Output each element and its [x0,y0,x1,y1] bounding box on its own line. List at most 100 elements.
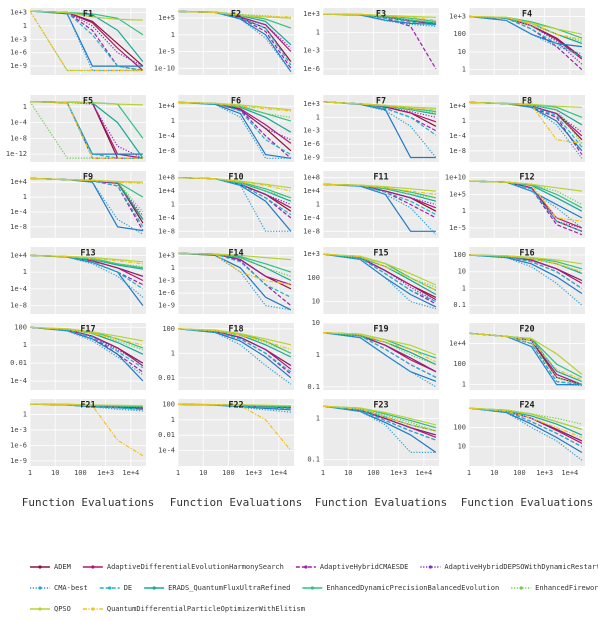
legend-item: DE [99,584,132,592]
legend-dot [38,565,42,569]
panel-title: F16 [519,249,534,259]
series-line [178,328,292,385]
y-tick-label: 1 [171,264,175,272]
series-line [323,253,437,291]
panel-title: F20 [519,325,534,335]
y-tick-label: 1e+3 [10,8,27,16]
y-tick-label: 1e+5 [158,14,175,22]
series-group [323,13,437,70]
series-group [30,403,144,457]
y-tick-label: 10 [458,268,466,276]
y-tick-label: 1e-4 [158,132,175,140]
x-tick-label: 1e+3 [536,469,553,477]
panel: 1e+8 1e+4 1 1e-4 1e-8 F11 [303,171,439,238]
series-line [178,328,292,351]
y-tick-label: 1e-4 [449,132,466,140]
series-line [323,183,436,195]
series-line [323,405,437,432]
series-line [30,254,144,277]
y-tick-label: 1e-4 [303,214,320,222]
y-tick-label: 1 [171,117,175,125]
series-group [178,10,292,73]
series-line [323,183,437,236]
panel: 1e+4 1 1e-4 1e-8 F13 [10,247,146,314]
series-line [323,101,437,118]
y-tick-label: 1 [23,268,27,276]
series-line [178,101,291,159]
series-line [469,101,583,159]
x-tick-label: 10 [490,469,498,477]
legend-label: QPSO [54,605,71,613]
series-line [30,177,144,235]
series-line [30,254,143,268]
y-tick-label: 1e-3 [10,35,27,43]
legend-label: QuantumDifferentialParticleOptimizerWith… [107,605,305,613]
x-tick-label: 100 [367,469,380,477]
y-tick-label: 1 [171,31,175,39]
series-group [30,254,144,306]
y-tick-label: 1e-12 [6,150,27,158]
series-line [469,180,582,222]
y-tick-label: 1e+3 [303,100,320,108]
legend-item: ERADS_QuantumFluxUltraRefined [144,584,290,592]
y-tick-label: 1 [23,410,27,418]
panel-title: F18 [228,325,243,335]
series-group [30,10,144,72]
y-tick-label: 1e+4 [10,178,27,186]
y-tick-label: 1e+4 [303,187,320,195]
y-tick-label: 0.1 [307,456,320,464]
y-tick-label: 1e-3 [10,426,27,434]
series-line [469,254,583,295]
y-tick-label: 10 [312,298,320,306]
y-tick-label: 1e+3 [303,250,320,258]
legend-item: EnhancedFireworkAlgorithmWithLocalSearch [511,584,598,592]
series-line [323,13,436,21]
series-line [178,328,292,367]
series-line [323,332,437,363]
series-line [30,326,144,351]
series-line [469,407,583,454]
series-group [30,177,144,235]
panel: 1 10 100 1e+3 1e+4 1 1e-3 1e-6 1e-9 F21 [10,399,146,477]
series-line [30,326,144,376]
x-axis-label: Function Evaluations [22,496,154,509]
series-line [30,10,144,67]
panel-title: F1 [83,10,93,20]
y-tick-label: 1e+4 [449,102,466,110]
series-line [469,101,582,144]
y-tick-label: 1e-4 [10,119,27,127]
legend-item: EnhancedDynamicPrecisionBalancedEvolutio… [302,584,499,592]
x-tick-label: 1e+4 [415,469,432,477]
legend-dot [304,565,308,569]
y-tick-label: 0.01 [158,374,175,382]
series-line [178,177,291,232]
series-group [30,101,144,159]
panel-title: F7 [376,97,386,107]
series-line [178,328,292,354]
panel: 1e+5 1 1e-5 1e-10 F2 [154,8,294,75]
series-line [30,101,143,159]
plot-background [30,399,146,466]
series-group [323,253,437,310]
y-tick-label: 1 [23,103,27,111]
series-line [178,252,292,277]
y-tick-label: 1e-4 [158,214,175,222]
y-tick-label: 1e-8 [10,223,27,231]
series-line [323,253,437,296]
series-line [469,15,582,48]
plot-background [30,323,146,390]
series-line [178,10,291,18]
y-tick-label: 1 [23,22,27,30]
x-axis-label: Function Evaluations [315,496,447,509]
panel: 1e+8 1e+4 1 1e-4 1e-8 F10 [158,171,294,238]
series-group [323,183,437,236]
series-line [469,407,583,430]
series-line [323,101,436,111]
y-tick-label: 1e+5 [449,190,466,198]
y-tick-label: 1 [316,201,320,209]
y-tick-label: 1 [462,284,466,292]
y-tick-label: 1e+3 [303,10,320,18]
series-line [178,177,292,192]
